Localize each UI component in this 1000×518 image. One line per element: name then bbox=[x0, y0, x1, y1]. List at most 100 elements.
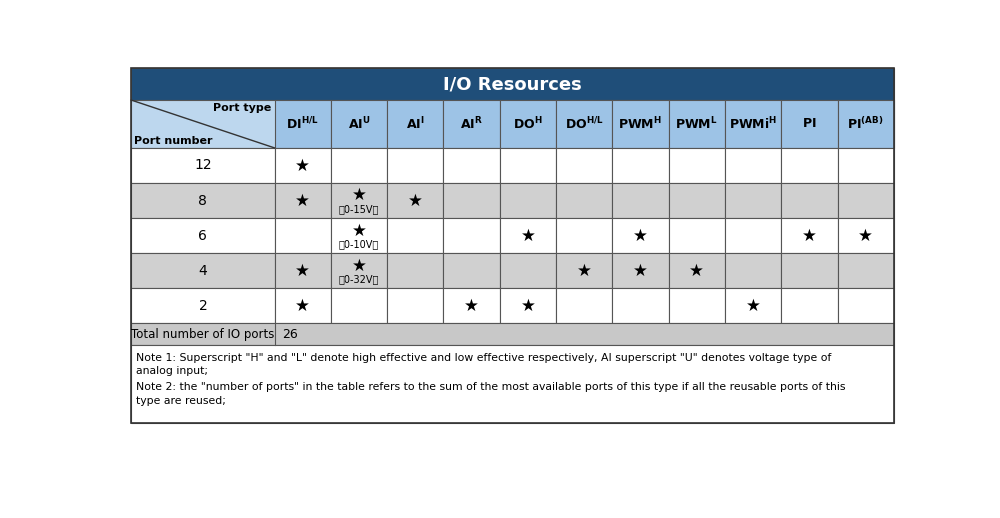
Text: $\mathbf{AI^{R}}$: $\mathbf{AI^{R}}$ bbox=[460, 116, 483, 132]
Text: 4: 4 bbox=[199, 264, 207, 278]
Bar bbox=[387, 218, 443, 253]
Bar bbox=[781, 289, 838, 323]
Bar bbox=[500, 100, 556, 148]
Text: （0-32V）: （0-32V） bbox=[339, 275, 379, 284]
Text: 8: 8 bbox=[198, 194, 207, 208]
Bar bbox=[838, 100, 894, 148]
Bar bbox=[556, 289, 612, 323]
Text: $\mathbf{PWM^{L}}$: $\mathbf{PWM^{L}}$ bbox=[675, 116, 718, 132]
Bar bbox=[131, 183, 275, 218]
Text: ★: ★ bbox=[352, 256, 366, 275]
Text: ★: ★ bbox=[464, 297, 479, 315]
Text: ★: ★ bbox=[352, 186, 366, 205]
Bar bbox=[500, 183, 556, 218]
Bar bbox=[443, 183, 500, 218]
Text: （0-15V）: （0-15V） bbox=[339, 204, 379, 214]
Bar bbox=[443, 148, 500, 183]
Bar bbox=[387, 253, 443, 289]
Bar bbox=[669, 100, 725, 148]
Bar bbox=[669, 289, 725, 323]
Bar bbox=[725, 289, 781, 323]
Bar bbox=[725, 253, 781, 289]
Text: ★: ★ bbox=[858, 227, 873, 244]
Bar bbox=[387, 100, 443, 148]
Text: $\mathbf{DO^{H}}$: $\mathbf{DO^{H}}$ bbox=[513, 116, 543, 132]
Bar bbox=[131, 68, 894, 100]
Bar bbox=[500, 148, 556, 183]
Bar bbox=[500, 253, 556, 289]
Text: 6: 6 bbox=[198, 228, 207, 242]
Text: 2: 2 bbox=[199, 299, 207, 313]
Bar bbox=[781, 100, 838, 148]
Bar bbox=[387, 289, 443, 323]
Text: （0-10V）: （0-10V） bbox=[339, 239, 379, 250]
Bar bbox=[131, 289, 275, 323]
Text: Port type: Port type bbox=[213, 103, 271, 113]
Bar bbox=[500, 218, 556, 253]
Text: ★: ★ bbox=[802, 227, 817, 244]
Bar bbox=[556, 100, 612, 148]
Bar bbox=[275, 100, 331, 148]
Bar bbox=[387, 148, 443, 183]
Bar bbox=[556, 218, 612, 253]
Bar bbox=[131, 100, 894, 148]
Text: ★: ★ bbox=[520, 227, 535, 244]
Text: $\mathbf{DI^{H/L}}$: $\mathbf{DI^{H/L}}$ bbox=[286, 116, 319, 132]
Bar bbox=[131, 148, 275, 183]
Bar bbox=[781, 148, 838, 183]
Bar bbox=[838, 218, 894, 253]
Bar bbox=[275, 218, 331, 253]
Bar bbox=[725, 100, 781, 148]
Text: $\mathbf{PI^{(AB)}}$: $\mathbf{PI^{(AB)}}$ bbox=[847, 116, 884, 132]
Bar bbox=[387, 183, 443, 218]
Text: ★: ★ bbox=[577, 262, 592, 280]
Bar bbox=[331, 148, 387, 183]
Bar bbox=[275, 148, 331, 183]
Bar bbox=[669, 253, 725, 289]
Text: ★: ★ bbox=[295, 262, 310, 280]
Bar bbox=[131, 323, 894, 346]
Bar bbox=[838, 148, 894, 183]
Bar bbox=[443, 253, 500, 289]
Text: ★: ★ bbox=[352, 222, 366, 239]
Text: ★: ★ bbox=[633, 262, 648, 280]
Bar bbox=[781, 218, 838, 253]
Bar bbox=[331, 183, 387, 218]
Bar bbox=[131, 346, 894, 423]
Bar bbox=[725, 148, 781, 183]
Bar bbox=[612, 148, 669, 183]
Bar bbox=[556, 183, 612, 218]
Bar bbox=[612, 100, 669, 148]
Text: I/O Resources: I/O Resources bbox=[443, 75, 582, 93]
Bar bbox=[725, 183, 781, 218]
Bar bbox=[131, 68, 894, 423]
Text: $\mathbf{PWMi^{H}}$: $\mathbf{PWMi^{H}}$ bbox=[729, 116, 777, 132]
Text: Total number of IO ports: Total number of IO ports bbox=[131, 328, 275, 341]
Text: ★: ★ bbox=[746, 297, 761, 315]
Bar bbox=[725, 218, 781, 253]
Bar bbox=[275, 253, 331, 289]
Bar bbox=[275, 183, 331, 218]
Text: ★: ★ bbox=[408, 192, 423, 210]
Bar bbox=[612, 289, 669, 323]
Text: $\mathbf{DO^{H/L}}$: $\mathbf{DO^{H/L}}$ bbox=[565, 116, 604, 132]
Bar bbox=[669, 218, 725, 253]
Text: type are reused;: type are reused; bbox=[136, 396, 226, 406]
Bar bbox=[556, 253, 612, 289]
Bar bbox=[131, 253, 275, 289]
Bar bbox=[838, 183, 894, 218]
Text: $\mathbf{PI}$: $\mathbf{PI}$ bbox=[802, 118, 817, 131]
Bar bbox=[275, 289, 331, 323]
Bar bbox=[331, 289, 387, 323]
Text: Note 2: the "number of ports" in the table refers to the sum of the most availab: Note 2: the "number of ports" in the tab… bbox=[136, 382, 845, 392]
Bar bbox=[781, 253, 838, 289]
Text: $\mathbf{PWM^{H}}$: $\mathbf{PWM^{H}}$ bbox=[618, 116, 662, 132]
Bar bbox=[131, 218, 275, 253]
Text: ★: ★ bbox=[295, 156, 310, 175]
Text: Note 1: Superscript "H" and "L" denote high effective and low effective respecti: Note 1: Superscript "H" and "L" denote h… bbox=[136, 353, 831, 363]
Bar bbox=[556, 148, 612, 183]
Bar bbox=[612, 218, 669, 253]
Bar bbox=[331, 253, 387, 289]
Bar bbox=[669, 148, 725, 183]
Text: ★: ★ bbox=[689, 262, 704, 280]
